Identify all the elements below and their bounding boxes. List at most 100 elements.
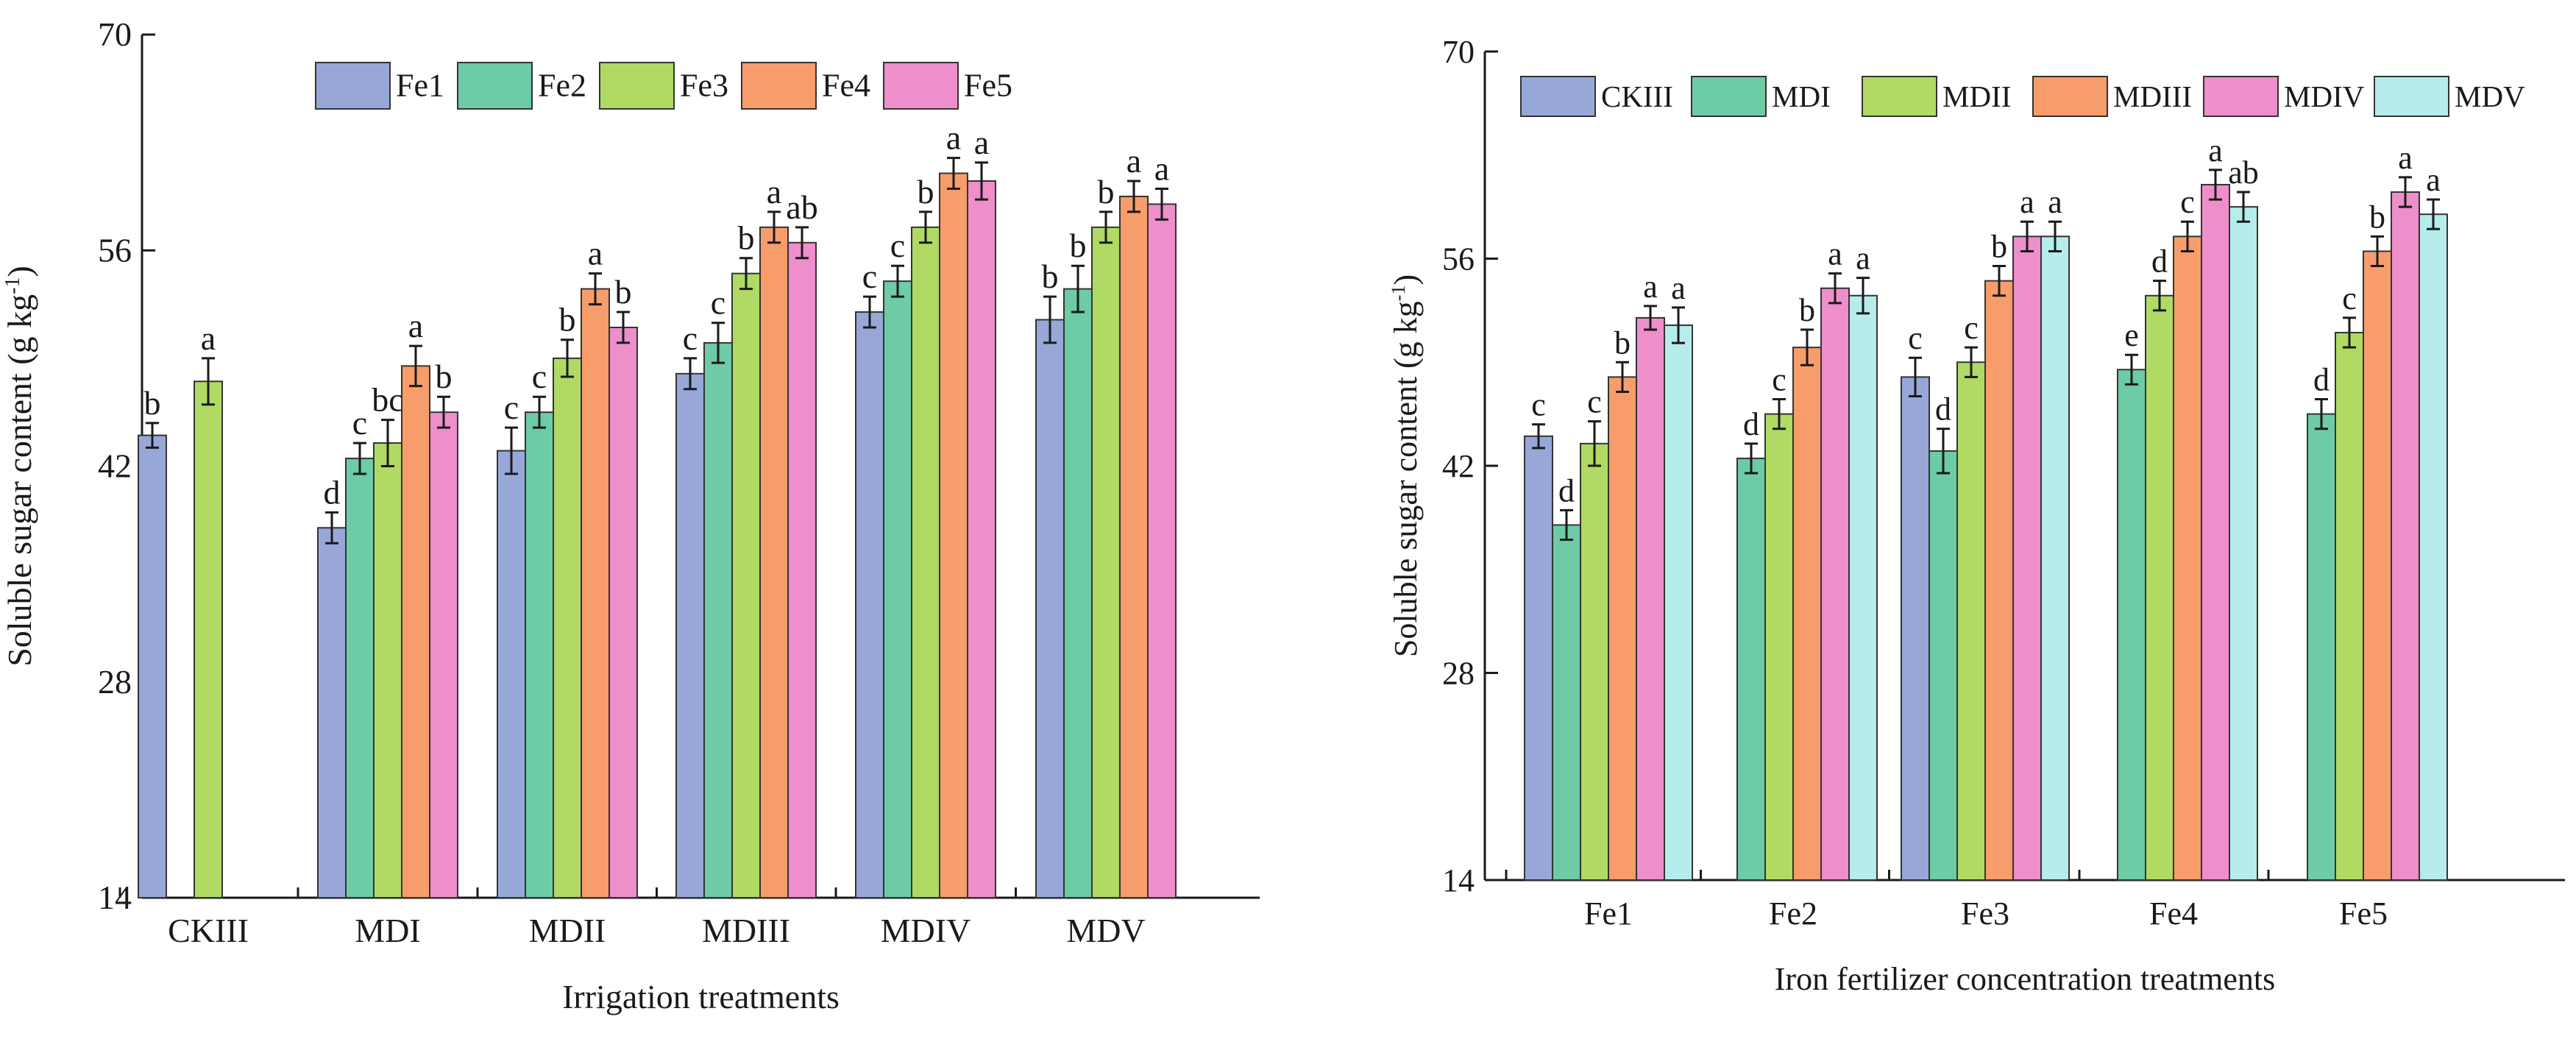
y-tick-label: 28	[98, 663, 132, 701]
significance-letter: b	[1042, 258, 1059, 295]
bar-mdi-fe2	[1736, 457, 1766, 881]
bar-mdii-fe2	[1764, 413, 1794, 881]
bar-fe5-mdv	[1147, 203, 1177, 898]
x-tick-label: Fe4	[2149, 896, 2198, 932]
bar-fe5-mdi	[429, 411, 458, 898]
legend-swatch-mdii	[1862, 76, 1937, 117]
significance-letter: b	[1799, 292, 1815, 328]
significance-letter: b	[1991, 229, 2007, 265]
legend-swatch-fe5	[883, 62, 959, 110]
significance-letter: c	[711, 284, 725, 322]
significance-letter: a	[1828, 236, 1842, 272]
bar-mdiv-fe2	[1820, 287, 1850, 881]
x-tick-label: Fe5	[2339, 896, 2388, 932]
bar-fe2-mdii	[525, 411, 554, 898]
bar-fe5-mdiii	[787, 241, 817, 898]
x-tick-label: Fe3	[1961, 896, 2009, 932]
significance-letter: a	[1856, 241, 1870, 277]
significance-letter: d	[1935, 391, 1951, 428]
significance-letter: d	[2151, 244, 2168, 280]
significance-letter: b	[1614, 325, 1631, 361]
significance-letter: a	[2398, 140, 2413, 176]
chart-1: 14 28 42 56 70 Soluble sugar content (g kg-1)…	[1, 15, 1260, 1015]
bar-mdiv-fe3	[2012, 235, 2042, 881]
x-tick-label: MDI	[355, 912, 420, 949]
bar-mdi-fe4	[2117, 369, 2146, 881]
legend-swatch-mdiii	[2032, 76, 2108, 117]
bar-mdiii-fe1	[1608, 376, 1637, 881]
y-axis-label: Soluble sugar content (g kg-1)	[1388, 274, 1424, 657]
bar-mdii-fe4	[2145, 294, 2174, 881]
x-tick-label: MDV	[1066, 912, 1145, 949]
legend-swatch-fe2	[457, 62, 533, 110]
bar-fe4-mdv	[1119, 195, 1149, 898]
bar-ckiii-fe3	[1901, 376, 1930, 881]
significance-letter: c	[352, 404, 367, 442]
significance-letter: ab	[2228, 155, 2259, 191]
y-tick-label: 56	[98, 231, 132, 269]
significance-letter: a	[2208, 132, 2223, 169]
y-tick-label: 28	[1442, 656, 1475, 692]
significance-letter: b	[559, 301, 576, 338]
x-tick-label: CKIII	[168, 912, 249, 949]
significance-letter: a	[1671, 270, 1686, 306]
bar-mdii-fe3	[1956, 361, 1986, 881]
bar-fe1-mdiv	[855, 311, 884, 898]
bar-mdiv-fe4	[2201, 183, 2230, 881]
y-tick-label: 42	[98, 447, 132, 485]
bar-mdii-fe1	[1580, 442, 1609, 881]
significance-letter: a	[201, 319, 216, 357]
legend-swatch-mdi	[1691, 76, 1767, 117]
legend-swatch-ckiii	[1520, 76, 1596, 117]
significance-letter: c	[890, 227, 905, 264]
bar-mdv-fe2	[1848, 294, 1878, 881]
bar-mdi-fe1	[1552, 524, 1581, 882]
legend-label-mdi: MDI	[1772, 79, 1831, 113]
significance-letter: b	[615, 273, 632, 311]
significance-letter: c	[1531, 387, 1546, 423]
chart-2: 14 28 42 56 70 Soluble sugar content (g kg-1)…	[1388, 34, 2565, 997]
y-tick-label: 14	[1442, 862, 1475, 898]
x-axis-label: Iron fertilizer concentration treatments	[1775, 961, 2275, 997]
significance-letter: c	[2180, 184, 2195, 220]
significance-letter: a	[1643, 269, 1658, 305]
significance-letter: c	[1587, 384, 1602, 420]
y-tick-label: 70	[98, 15, 132, 53]
x-tick-label: MDIV	[881, 912, 971, 949]
x-tick-label: Fe1	[1584, 896, 1633, 932]
legend-label-mdv: MDV	[2455, 79, 2525, 113]
legend-swatch-mdv	[2374, 76, 2449, 117]
bar-mdv-fe5	[2419, 213, 2448, 881]
y-tick-label: 42	[1442, 448, 1475, 484]
significance-letter: b	[436, 358, 453, 395]
bar-fe4-mdii	[581, 288, 610, 898]
legend-swatch-fe4	[741, 62, 817, 110]
bar-fe2-mdiv	[883, 280, 912, 898]
y-tick-label: 14	[98, 879, 132, 916]
significance-letter: c	[1964, 310, 1979, 346]
significance-letter: a	[974, 124, 989, 161]
bar-fe4-mdiv	[939, 172, 968, 898]
bar-mdv-fe4	[2229, 206, 2258, 881]
significance-letter: a	[946, 119, 961, 157]
significance-letter: b	[918, 173, 934, 210]
bar-fe4-mdi	[401, 365, 430, 898]
legend-label-mdiv: MDIV	[2284, 79, 2365, 113]
bar-mdii-fe5	[2335, 332, 2364, 881]
bar-fe5-mdii	[608, 326, 638, 899]
significance-letter: ab	[786, 188, 817, 226]
bar-mdi-fe3	[1929, 450, 1958, 881]
bar-ckiii-fe1	[1524, 435, 1553, 881]
bar-mdiii-fe3	[1984, 280, 2014, 881]
bar-fe1-mdv	[1035, 319, 1065, 899]
significance-letter: b	[1070, 227, 1087, 264]
legend-label-fe2: Fe2	[538, 68, 586, 104]
bar-mdiii-fe2	[1792, 347, 1822, 881]
legend-label-fe4: Fe4	[822, 68, 870, 104]
x-axis-label: Irrigation treatments	[562, 978, 840, 1015]
bar-fe2-mdi	[345, 458, 375, 898]
bar-fe3-mdiii	[731, 272, 761, 899]
bar-fe1-ckiii	[138, 434, 167, 898]
legend: CKIII MDI MDII MDIII MDIV MDV	[1520, 76, 2525, 117]
bar-fe5-mdiv	[967, 180, 996, 898]
